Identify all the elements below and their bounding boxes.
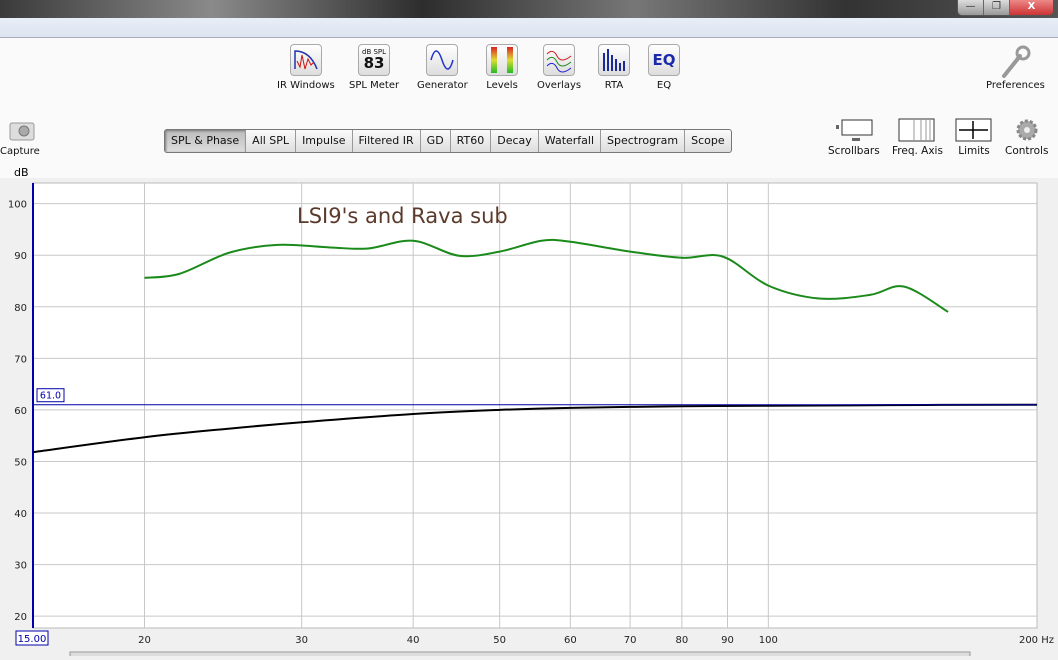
capture-button[interactable]: Capture bbox=[0, 120, 40, 157]
spl-chart[interactable]: dB 20 30 40 50 60 70 80 90 100 20 30 40 50 60 70 80 90 10… bbox=[0, 160, 1058, 659]
preferences-button[interactable]: Preferences bbox=[986, 44, 1045, 91]
rta-label: RTA bbox=[604, 80, 624, 91]
y-tick-label: 100 bbox=[8, 200, 27, 211]
ir-windows-label: IR Windows bbox=[277, 80, 335, 91]
y-axis-label: dB bbox=[14, 166, 29, 179]
generator-icon bbox=[426, 44, 459, 76]
graph-tabs: SPL & Phase All SPL Impulse Filtered IR … bbox=[164, 129, 732, 153]
spl-meter-label: SPL Meter bbox=[349, 80, 400, 91]
scrollbars-button[interactable]: Scrollbars bbox=[828, 118, 880, 157]
y-tick-label: 90 bbox=[14, 251, 27, 262]
controls-button[interactable]: Controls bbox=[1005, 118, 1048, 157]
controls-label: Controls bbox=[1005, 145, 1049, 157]
tab-decay[interactable]: Decay bbox=[491, 130, 539, 152]
tab-rt60[interactable]: RT60 bbox=[451, 130, 492, 152]
overlays-icon bbox=[543, 44, 576, 76]
tab-spectrogram[interactable]: Spectrogram bbox=[601, 130, 686, 152]
tab-impulse[interactable]: Impulse bbox=[296, 130, 353, 152]
series-line bbox=[144, 238, 949, 313]
x-tick-label: 80 bbox=[675, 635, 688, 646]
main-toolbar: IR Windows dB SPL 83 SPL Meter Generator … bbox=[0, 38, 1058, 178]
x-tick-label: 30 bbox=[295, 635, 308, 646]
tab-filtered-ir[interactable]: Filtered IR bbox=[353, 130, 421, 152]
window-controls: — ❐ X bbox=[957, 0, 1054, 16]
menu-bar bbox=[0, 18, 1058, 38]
spl-meter-button[interactable]: dB SPL 83 SPL Meter bbox=[349, 44, 399, 91]
x-tick-label: 200 Hz bbox=[1019, 635, 1054, 646]
y-tick-label: 20 bbox=[14, 612, 27, 623]
x-tick-label: 60 bbox=[564, 635, 577, 646]
scrollbars-label: Scrollbars bbox=[828, 145, 880, 157]
graph-panel: dB 20 30 40 50 60 70 80 90 100 20 30 40 50 60 70 80 90 10… bbox=[0, 160, 1058, 659]
eq-label: EQ bbox=[656, 80, 672, 91]
rta-icon bbox=[598, 44, 630, 76]
y-tick-label: 80 bbox=[14, 303, 27, 314]
x-start-readout: 15.00 bbox=[18, 634, 47, 645]
limits-button[interactable]: Limits bbox=[955, 118, 993, 157]
cursor-readout-box bbox=[36, 388, 65, 403]
x-tick-label: 70 bbox=[624, 635, 637, 646]
capture-label: Capture bbox=[0, 146, 40, 157]
limits-icon bbox=[955, 118, 993, 145]
y-tick-label: 70 bbox=[14, 354, 27, 365]
eq-button[interactable]: EQ EQ bbox=[648, 44, 680, 91]
scrollbars-icon bbox=[834, 118, 874, 145]
levels-button[interactable]: Levels bbox=[486, 44, 518, 91]
y-tick-label: 60 bbox=[14, 406, 27, 417]
close-button[interactable]: X bbox=[1010, 0, 1053, 15]
tab-all-spl[interactable]: All SPL bbox=[246, 130, 297, 152]
generator-label: Generator bbox=[417, 80, 468, 91]
chart-title: LSI9's and Rava sub bbox=[297, 204, 508, 228]
cursor-readout: 61.0 bbox=[40, 391, 61, 402]
x-tick-label: 100 bbox=[759, 635, 778, 646]
x-start-readout-box bbox=[15, 630, 49, 646]
freq-axis-icon bbox=[898, 118, 936, 145]
rta-button[interactable]: RTA bbox=[598, 44, 630, 91]
gear-icon bbox=[1014, 118, 1040, 145]
series-line bbox=[32, 403, 1038, 454]
levels-icon bbox=[486, 44, 518, 76]
tab-waterfall[interactable]: Waterfall bbox=[539, 130, 602, 152]
y-tick-label: 30 bbox=[14, 561, 27, 572]
generator-button[interactable]: Generator bbox=[417, 44, 468, 91]
spl-icon-caption: dB SPL bbox=[362, 48, 387, 56]
y-tick-label: 50 bbox=[14, 457, 27, 468]
preferences-label: Preferences bbox=[986, 80, 1045, 91]
tab-spl-phase[interactable]: SPL & Phase bbox=[165, 130, 247, 152]
eq-icon-text: EQ bbox=[652, 51, 676, 69]
limits-label: Limits bbox=[958, 145, 990, 157]
tab-gd[interactable]: GD bbox=[421, 130, 451, 152]
camera-icon bbox=[5, 120, 35, 142]
freq-axis-label: Freq. Axis bbox=[892, 145, 943, 157]
x-tick-label: 20 bbox=[138, 635, 151, 646]
tab-scope[interactable]: Scope bbox=[691, 134, 725, 147]
minimize-button[interactable]: — bbox=[958, 0, 984, 15]
ir-windows-button[interactable]: IR Windows bbox=[277, 44, 335, 91]
x-tick-label: 50 bbox=[493, 635, 506, 646]
maximize-button[interactable]: ❐ bbox=[984, 0, 1010, 15]
x-tick-label: 90 bbox=[721, 635, 734, 646]
ir-windows-icon bbox=[289, 44, 322, 76]
freq-axis-button[interactable]: Freq. Axis bbox=[892, 118, 943, 157]
levels-label: Levels bbox=[486, 80, 518, 91]
window-titlebar: — ❐ X bbox=[0, 0, 1058, 18]
eq-icon: EQ bbox=[648, 44, 680, 76]
overlays-button[interactable]: Overlays bbox=[537, 44, 581, 91]
overlays-label: Overlays bbox=[537, 80, 582, 91]
y-tick-label: 40 bbox=[14, 509, 27, 520]
spl-icon-value: 83 bbox=[363, 54, 385, 72]
wrench-icon bbox=[998, 44, 1032, 80]
spl-meter-icon: dB SPL 83 bbox=[358, 44, 391, 76]
x-tick-label: 40 bbox=[407, 635, 420, 646]
horizontal-scrollbar[interactable] bbox=[69, 651, 971, 659]
